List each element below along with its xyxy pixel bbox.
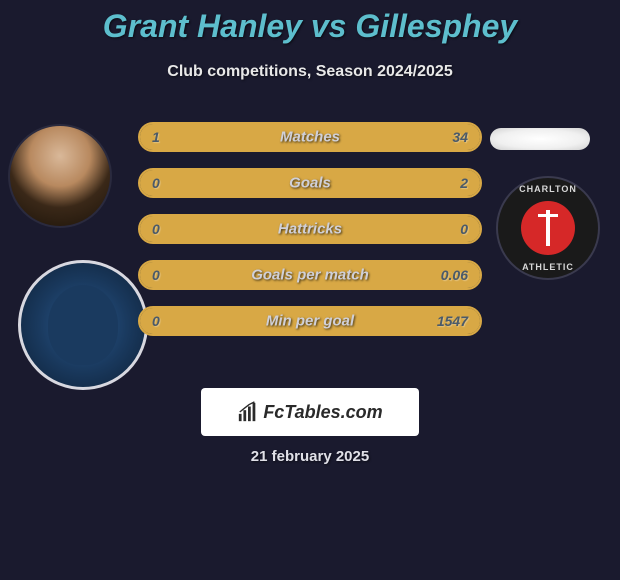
stat-value-left: 0 xyxy=(152,267,160,283)
stat-fill-left xyxy=(140,124,150,150)
stat-row: 0 2 Goals xyxy=(138,168,482,198)
stat-value-left: 0 xyxy=(152,221,160,237)
stat-row: 0 0.06 Goals per match xyxy=(138,260,482,290)
stat-label: Matches xyxy=(280,129,340,146)
stat-row: 0 0 Hattricks xyxy=(138,214,482,244)
stat-value-right: 0 xyxy=(460,221,468,237)
page-subtitle: Club competitions, Season 2024/2025 xyxy=(0,63,620,81)
stat-value-left: 0 xyxy=(152,313,160,329)
player-left-club-badge xyxy=(18,260,148,390)
club-right-top-text: CHARLTON xyxy=(519,184,577,194)
stat-row: 0 1547 Min per goal xyxy=(138,306,482,336)
stat-value-right: 0.06 xyxy=(441,267,468,283)
stat-value-right: 34 xyxy=(452,129,468,145)
stat-label: Min per goal xyxy=(266,313,354,330)
club-right-bottom-text: ATHLETIC xyxy=(522,262,574,272)
stat-label: Hattricks xyxy=(278,221,342,238)
footer-date: 21 february 2025 xyxy=(251,448,369,465)
chart-icon xyxy=(237,401,259,423)
stat-label: Goals xyxy=(289,175,331,192)
brand-logo-text: FcTables.com xyxy=(263,402,382,423)
stat-value-left: 1 xyxy=(152,129,160,145)
stat-value-right: 2 xyxy=(460,175,468,191)
player-right-club-badge: CHARLTON ATHLETIC xyxy=(496,176,600,280)
stat-value-right: 1547 xyxy=(437,313,468,329)
stat-row: 1 34 Matches xyxy=(138,122,482,152)
page-title: Grant Hanley vs Gillesphey xyxy=(0,0,620,45)
stat-label: Goals per match xyxy=(251,267,369,284)
brand-logo-box: FcTables.com xyxy=(201,388,419,436)
stat-value-left: 0 xyxy=(152,175,160,191)
comparison-bars: 1 34 Matches 0 2 Goals 0 0 Hattricks 0 0.06 Goals p… xyxy=(138,122,482,352)
player-left-avatar xyxy=(8,124,112,228)
player-right-avatar xyxy=(490,128,590,150)
